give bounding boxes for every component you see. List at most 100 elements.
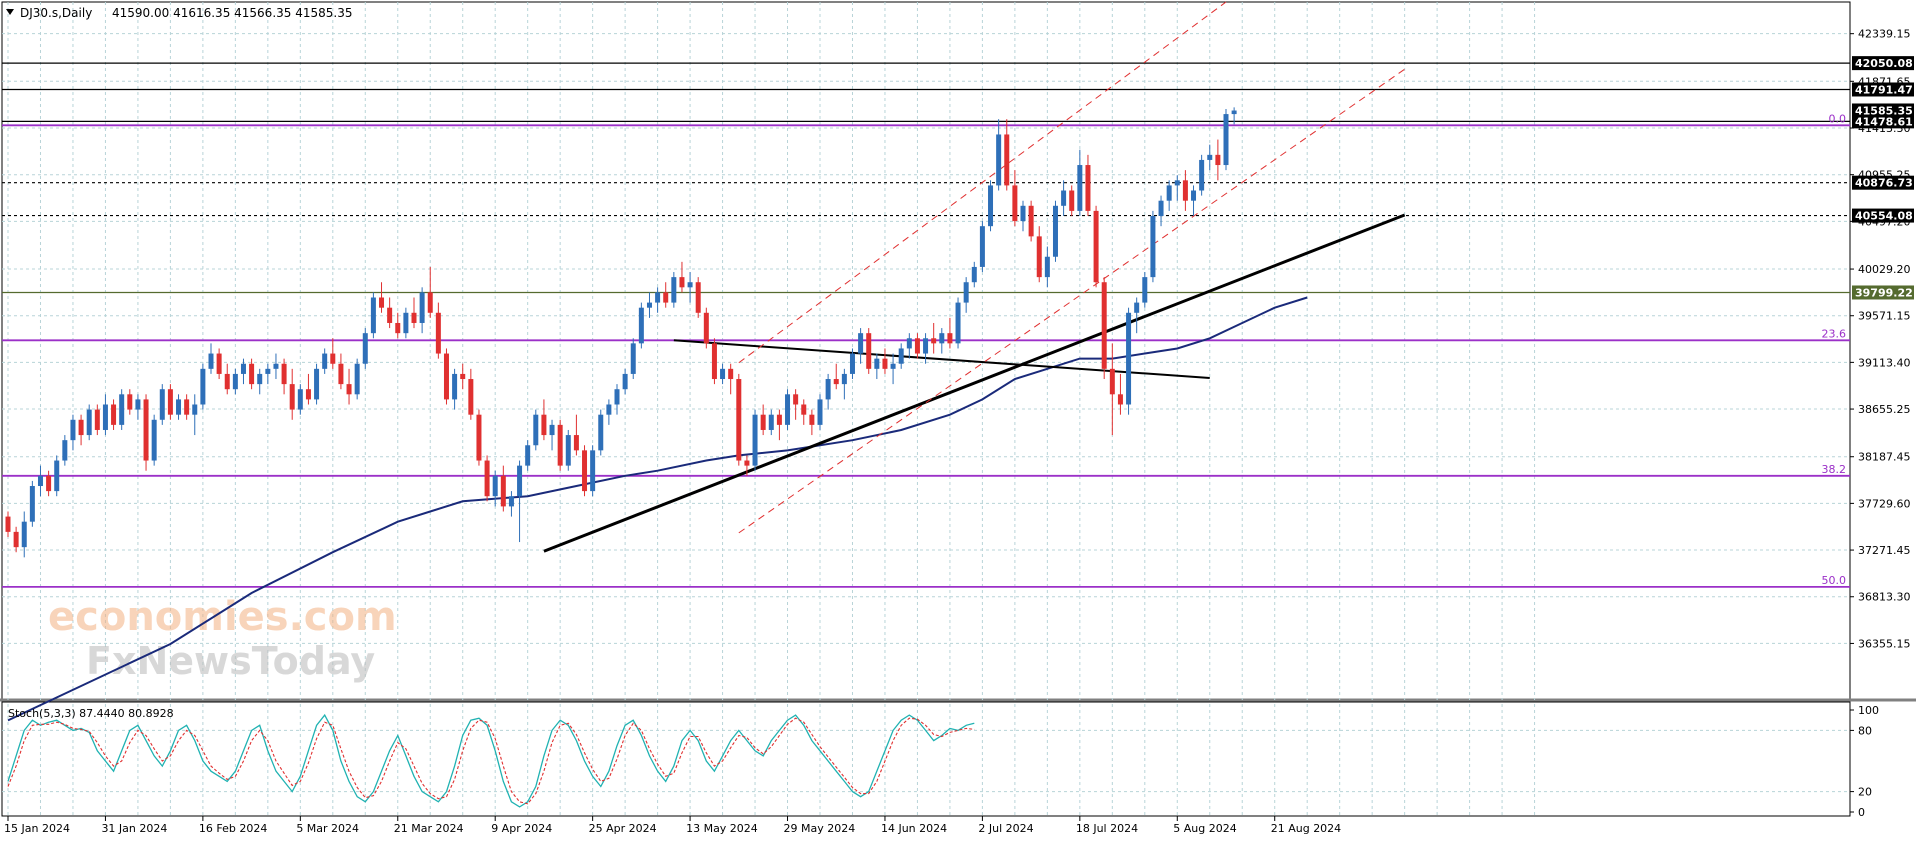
candle-body — [232, 373, 238, 390]
candle-body — [923, 338, 929, 354]
candle-body — [21, 521, 27, 548]
y-tick-label: 42339.15 — [1858, 28, 1911, 41]
candle-body — [78, 419, 84, 436]
candle-body — [996, 134, 1002, 186]
x-tick-label: 5 Mar 2024 — [296, 822, 359, 835]
level-badge — [1852, 208, 1914, 223]
candle-body — [1191, 190, 1197, 201]
fib-label: 50.0 — [1822, 574, 1847, 587]
candle-body — [370, 297, 376, 334]
x-tick-label: 14 Jun 2024 — [881, 822, 947, 835]
candle-body — [29, 486, 35, 522]
y-tick-label: 39113.40 — [1858, 356, 1911, 369]
candle-body — [809, 414, 815, 425]
candle-body — [1182, 180, 1188, 201]
candle-body — [362, 333, 368, 364]
candle-body — [663, 292, 669, 303]
candle-body — [825, 379, 831, 400]
horizontal-levels — [2, 62, 1850, 294]
x-tick-label: 16 Feb 2024 — [199, 822, 267, 835]
candle-body — [1223, 114, 1229, 166]
candle-body — [801, 404, 807, 415]
candle-body — [817, 399, 823, 425]
stoch-panel — [1, 701, 1851, 817]
candle-body — [151, 419, 157, 461]
current-price-badge — [1852, 103, 1914, 118]
candle-body — [549, 424, 555, 436]
candle-body — [1028, 205, 1034, 237]
candle-body — [582, 450, 588, 492]
ohlc-readout: 41590.00 41616.35 41566.35 41585.35 — [112, 6, 352, 20]
candle-body — [517, 465, 523, 497]
candle-body — [330, 353, 336, 364]
candle-body — [1158, 200, 1164, 216]
x-tick-label: 2 Jul 2024 — [978, 822, 1033, 835]
candle-body — [443, 353, 449, 400]
level-badge — [1852, 56, 1914, 71]
level-badge-label: 41478.61 — [1855, 115, 1913, 128]
candle-body — [1044, 256, 1050, 278]
level-badge — [1852, 82, 1914, 97]
candle-body — [573, 435, 579, 451]
level-badge-label: 42050.08 — [1855, 57, 1913, 70]
x-tick-label: 15 Jan 2024 — [4, 822, 70, 835]
candle-body — [322, 353, 328, 369]
candle-body — [882, 358, 888, 369]
candle-body — [849, 353, 855, 374]
candle-body — [655, 292, 661, 303]
candle-body — [963, 282, 969, 303]
x-tick-label: 13 May 2024 — [686, 822, 758, 835]
candlesticks — [5, 107, 1237, 558]
candle-body — [1093, 210, 1099, 283]
candle-body — [1069, 190, 1075, 211]
candle-body — [557, 424, 563, 466]
candle-body — [622, 373, 628, 390]
candle-body — [1101, 282, 1107, 369]
trendline — [738, 68, 1405, 534]
y-tick-label: 39571.15 — [1858, 310, 1911, 323]
candle-body — [395, 322, 401, 334]
candle-body — [565, 435, 571, 466]
candle-body — [638, 307, 644, 344]
level-badge-label: 41791.47 — [1855, 83, 1913, 96]
level-badge-label: 40876.73 — [1855, 177, 1913, 190]
candle-body — [249, 363, 255, 385]
candle-body — [898, 348, 904, 364]
candle-body — [427, 292, 433, 313]
candle-body — [305, 389, 311, 400]
candle-body — [216, 353, 222, 374]
candle-body — [890, 363, 896, 369]
stoch-tick-label: 0 — [1858, 806, 1865, 819]
level-badge — [1852, 114, 1914, 129]
candle-body — [1004, 134, 1010, 186]
y-tick-label: 38655.25 — [1858, 403, 1911, 416]
x-tick-label: 25 Apr 2024 — [589, 822, 657, 835]
chevron-down-icon[interactable] — [6, 9, 14, 15]
candle-body — [297, 389, 303, 410]
candle-body — [419, 292, 425, 323]
candle-body — [265, 368, 271, 374]
stochastic-lines — [7, 713, 975, 808]
y-tick-label: 40029.20 — [1858, 263, 1911, 276]
x-tick-label: 18 Jul 2024 — [1076, 822, 1138, 835]
candle-body — [955, 302, 961, 344]
candle-body — [208, 353, 214, 369]
fib-label: 38.2 — [1822, 463, 1847, 476]
fibonacci-levels: 0.0 23.6 38.2 50.0 — [2, 112, 1850, 588]
candle-body — [13, 531, 19, 548]
candle-body — [224, 373, 230, 390]
candle-body — [988, 185, 994, 227]
candle-body — [1061, 190, 1067, 206]
candle-body — [906, 338, 912, 349]
candle-body — [866, 333, 872, 369]
candle-body — [1085, 165, 1091, 211]
candle-body — [387, 307, 393, 323]
candle-body — [614, 389, 620, 405]
candle-body — [492, 475, 498, 497]
fib-label: 23.6 — [1822, 327, 1847, 340]
candle-body — [793, 394, 799, 405]
candle-body — [94, 409, 100, 430]
candle-body — [62, 440, 68, 461]
candle-body — [1134, 302, 1140, 313]
